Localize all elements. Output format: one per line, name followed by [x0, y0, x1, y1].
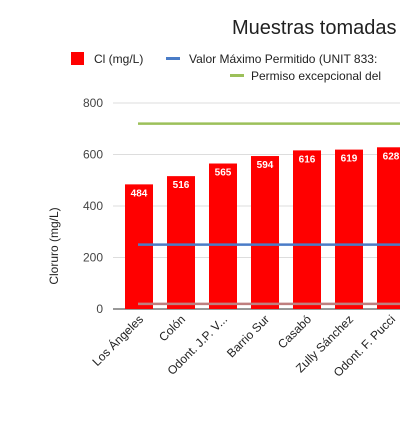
legend-swatch-cl — [71, 52, 84, 65]
bar-value-label-0: 484 — [131, 188, 148, 199]
bar-3 — [251, 156, 279, 309]
legend-swatch-max-permitido — [166, 57, 180, 60]
bar-value-label-6: 628 — [383, 151, 400, 162]
bars — [125, 147, 400, 309]
bar-value-label-2: 565 — [215, 168, 232, 179]
bar-value-label-4: 616 — [299, 154, 316, 165]
y-axis-label: Cloruro (mg/L) — [47, 207, 61, 284]
legend-label-max-permitido: Valor Máximo Permitido (UNIT 833: — [189, 52, 377, 66]
legend: Cl (mg/L) Valor Máximo Permitido (UNIT 8… — [71, 52, 381, 83]
bar-2 — [209, 163, 237, 309]
y-tick-label-800: 800 — [83, 96, 103, 110]
y-tick-label-200: 200 — [83, 251, 103, 265]
bar-5 — [335, 149, 363, 309]
bar-0 — [125, 184, 153, 309]
y-axis-ticks: 0 200 400 600 800 — [83, 96, 103, 316]
legend-label-cl: Cl (mg/L) — [94, 52, 143, 66]
bar-labels: 484 516 565 594 616 619 628 — [131, 151, 400, 199]
y-tick-label-600: 600 — [83, 148, 103, 162]
bar-6 — [377, 147, 400, 309]
category-label-0: Los Ángeles — [89, 312, 146, 369]
category-label-1: Colón — [156, 312, 188, 344]
legend-swatch-permiso-excepcional — [230, 74, 244, 77]
y-tick-label-400: 400 — [83, 199, 103, 213]
chart-title: Muestras tomadas — [232, 17, 397, 39]
bar-4 — [293, 150, 321, 309]
legend-label-permiso-excepcional: Permiso excepcional del — [251, 69, 381, 83]
bar-value-label-5: 619 — [341, 154, 358, 165]
reference-lines — [138, 122, 400, 306]
y-tick-label-0: 0 — [96, 302, 103, 316]
category-label-4: Casabó — [275, 312, 314, 351]
bar-value-label-1: 516 — [173, 180, 190, 191]
bar-value-label-3: 594 — [257, 160, 274, 171]
category-label-3: Barrio Sur — [224, 312, 272, 360]
bar-1 — [167, 176, 195, 309]
